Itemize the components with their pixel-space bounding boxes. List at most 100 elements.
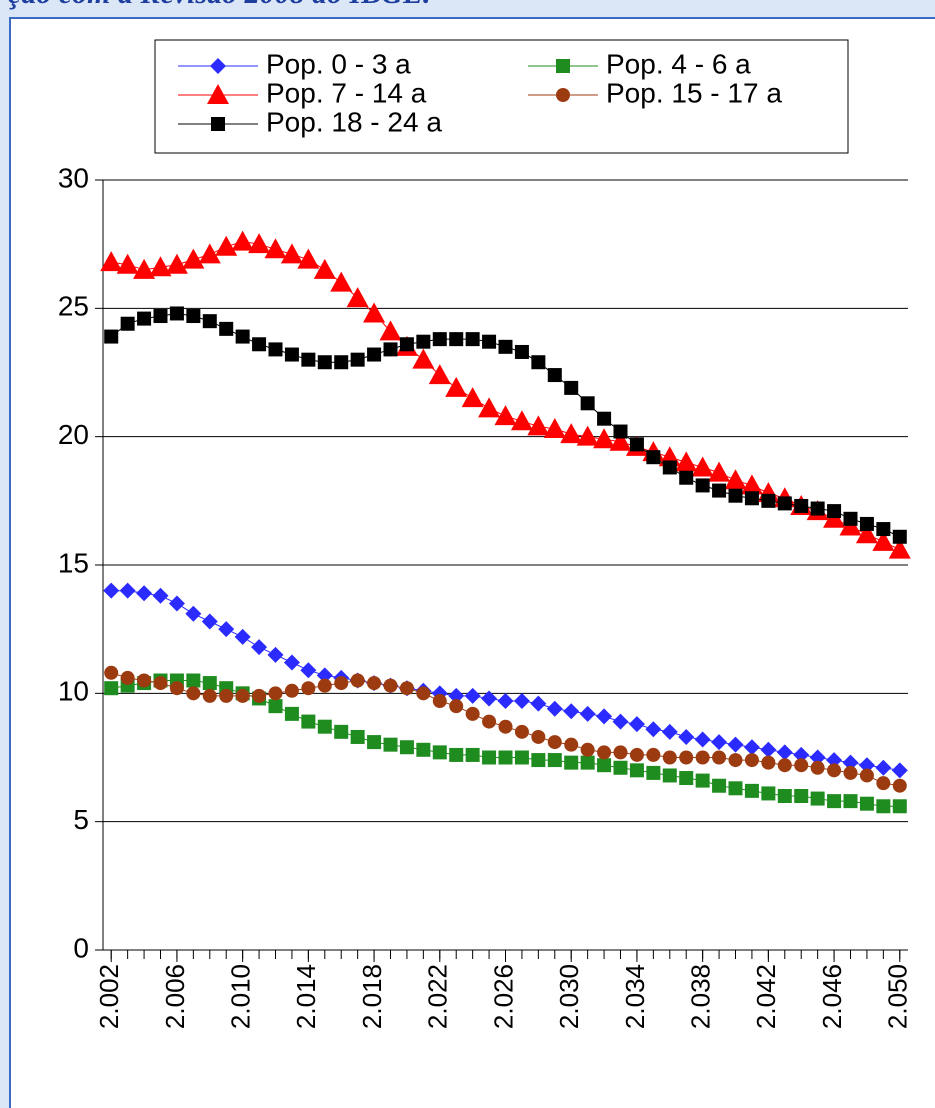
x-tick-label: 2.038 [686, 964, 716, 1029]
data-point [104, 665, 119, 680]
data-point [645, 721, 662, 738]
data-point [547, 735, 562, 750]
data-point [743, 739, 760, 756]
data-point [297, 248, 320, 269]
x-tick-label: 2.018 [357, 964, 387, 1029]
data-point [383, 342, 398, 357]
data-point [728, 488, 743, 503]
data-point [513, 693, 530, 710]
data-point [744, 753, 759, 768]
data-point [330, 271, 353, 292]
data-point [629, 437, 644, 452]
data-point [202, 688, 217, 703]
data-point [628, 716, 645, 733]
data-point [613, 745, 628, 760]
data-point [776, 744, 793, 761]
data-point [712, 778, 727, 793]
data-point [428, 364, 451, 385]
data-point [231, 230, 254, 251]
data-point [809, 749, 826, 766]
legend-marker [211, 117, 225, 131]
data-point [712, 483, 727, 498]
data-point [527, 415, 550, 436]
x-tick-label: 2.010 [226, 964, 256, 1029]
data-point [268, 699, 283, 714]
data-point [317, 355, 332, 370]
data-point [711, 734, 728, 751]
data-point [280, 243, 303, 264]
data-point [740, 474, 763, 495]
plot-panel [9, 17, 935, 1108]
data-point [691, 456, 714, 477]
data-point [724, 469, 747, 490]
data-point [186, 309, 201, 324]
data-point [662, 750, 677, 765]
data-point [464, 687, 481, 704]
data-point [202, 314, 217, 329]
data-point [334, 676, 349, 691]
data-point [563, 703, 580, 720]
data-point [350, 673, 365, 688]
data-point [892, 778, 907, 793]
data-point [675, 451, 698, 472]
data-point [794, 498, 809, 513]
legend-label: Pop. 0 - 3 a [266, 48, 411, 79]
data-point [876, 776, 891, 791]
data-point [367, 735, 382, 750]
data-point [646, 747, 661, 762]
data-point [564, 737, 579, 752]
data-point [760, 741, 777, 758]
data-point [317, 678, 332, 693]
data-point [153, 309, 168, 324]
x-tick-label: 2.046 [817, 964, 847, 1029]
data-point [695, 478, 710, 493]
data-point [613, 760, 628, 775]
data-point [629, 747, 644, 762]
data-point [546, 700, 563, 717]
legend-marker [207, 84, 229, 104]
data-point [679, 771, 694, 786]
data-point [826, 752, 843, 769]
y-tick-label: 10 [58, 676, 89, 707]
data-point [482, 750, 497, 765]
data-point [284, 347, 299, 362]
data-point [761, 755, 776, 770]
y-tick-label: 30 [58, 162, 89, 193]
data-point [165, 253, 188, 274]
data-point [252, 337, 267, 352]
data-point [383, 678, 398, 693]
data-point [350, 729, 365, 744]
data-point [248, 233, 271, 254]
data-point [810, 760, 825, 775]
data-point [597, 411, 612, 426]
data-point [399, 740, 414, 755]
data-point [876, 522, 891, 537]
data-point [892, 799, 907, 814]
data-point [596, 708, 613, 725]
data-point [301, 714, 316, 729]
data-point [316, 667, 333, 684]
data-point [794, 758, 809, 773]
data-point [379, 320, 402, 341]
data-point [416, 742, 431, 757]
data-point [432, 745, 447, 760]
data-point [858, 757, 875, 774]
data-point [761, 493, 776, 508]
x-tick-label: 2.014 [291, 964, 321, 1029]
data-point [169, 306, 184, 321]
data-point [449, 332, 464, 347]
data-point [855, 523, 878, 544]
data-point [564, 755, 579, 770]
data-point [514, 750, 529, 765]
data-point [843, 765, 858, 780]
x-tick-label: 2.034 [620, 964, 650, 1029]
x-tick-label: 2.030 [554, 964, 584, 1029]
data-point [201, 613, 218, 630]
data-point [186, 686, 201, 701]
y-tick-label: 15 [58, 547, 89, 578]
data-point [597, 745, 612, 760]
x-tick-label: 2.042 [751, 964, 781, 1029]
data-point [235, 688, 250, 703]
x-tick-label: 2.022 [423, 964, 453, 1029]
